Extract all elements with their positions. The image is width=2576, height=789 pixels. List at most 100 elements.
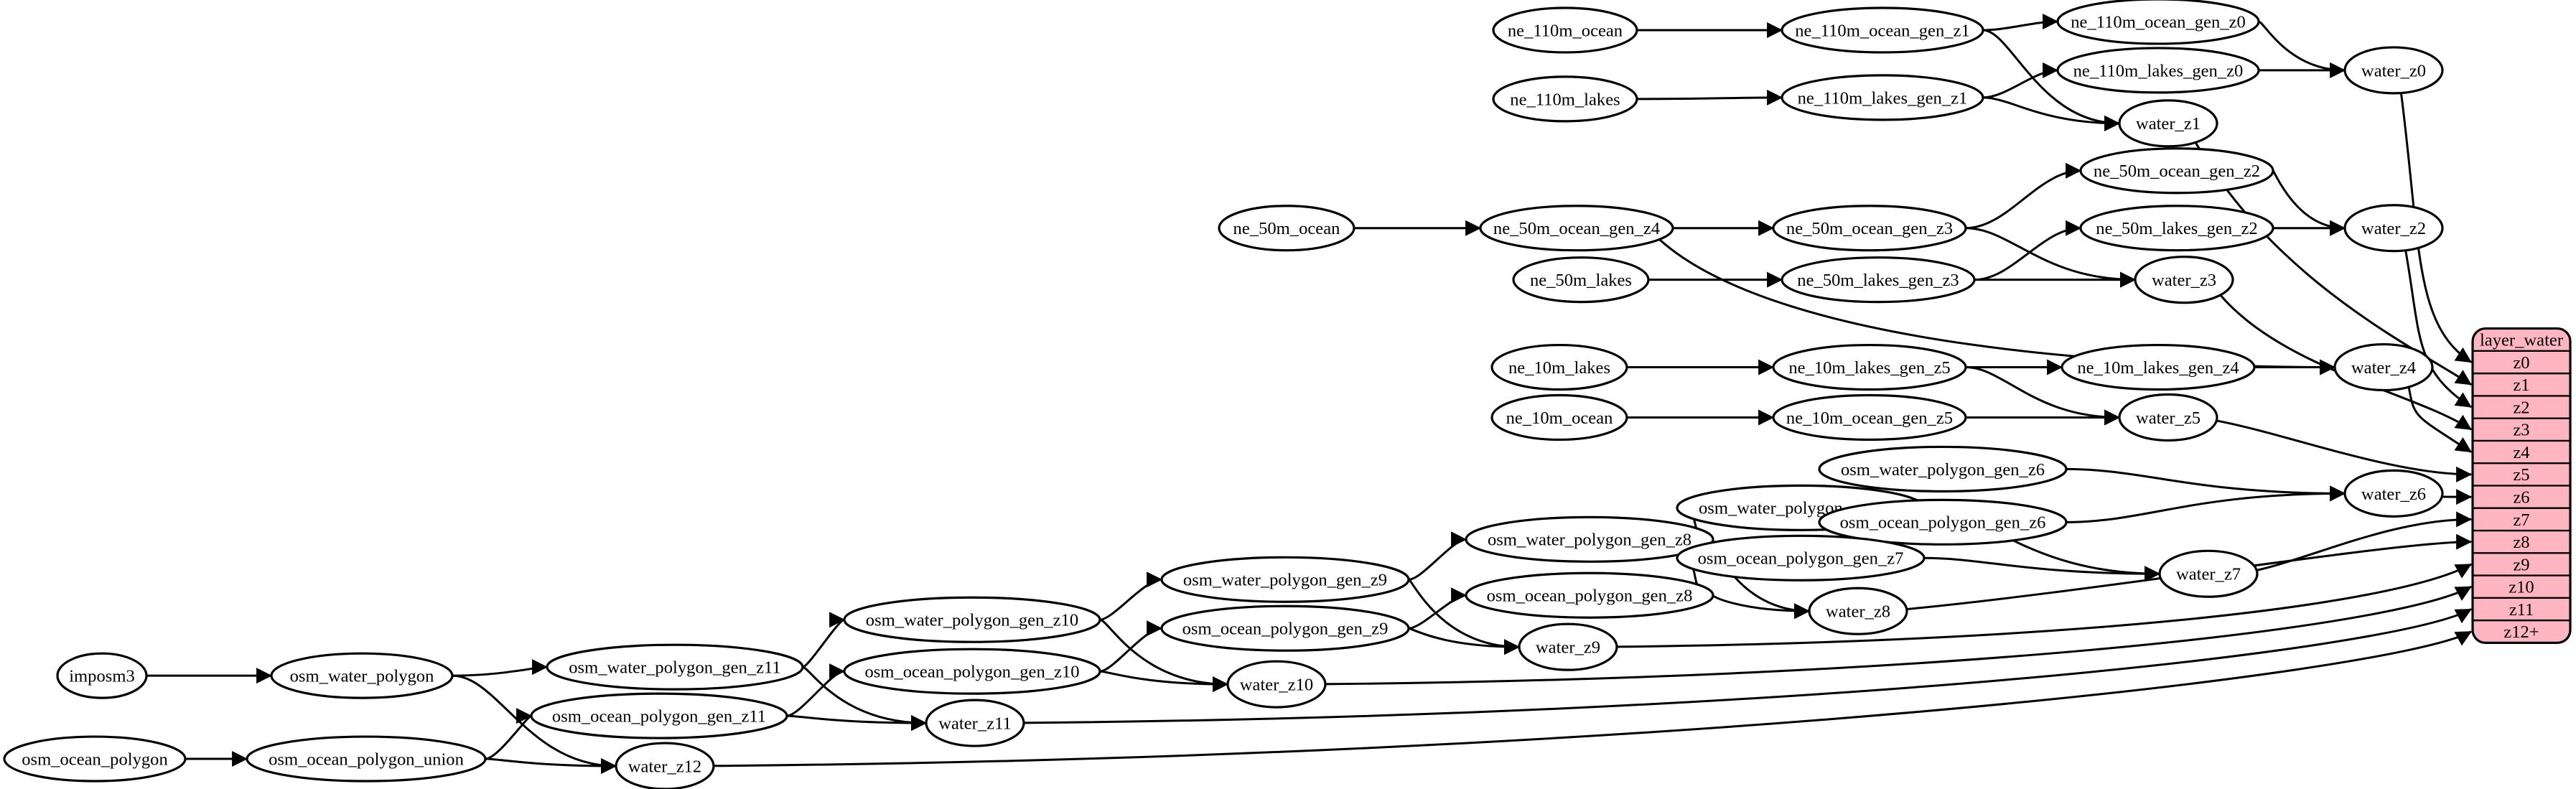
osm_water_polygon_gen_z9-label: osm_water_polygon_gen_z9 xyxy=(1183,571,1387,590)
osm_water_polygon_gen_z8-ellipse xyxy=(1465,515,1714,563)
water_z3-label: water_z3 xyxy=(2152,271,2216,290)
ne_10m_lakes_gen_z5-ellipse xyxy=(1772,343,1967,391)
table-title: layer_water xyxy=(2480,331,2563,350)
ne_50m_lakes_gen_z3-label: ne_50m_lakes_gen_z3 xyxy=(1797,271,1959,290)
ne_110m_lakes_gen_z1-label: ne_110m_lakes_gen_z1 xyxy=(1798,88,1968,108)
ne_50m_ocean_gen_z4-label: ne_50m_ocean_gen_z4 xyxy=(1493,219,1660,238)
ne_50m_ocean-ellipse xyxy=(1218,205,1355,252)
edge-ne_50m_ocean_gen_z3-to-water_z3 xyxy=(1965,227,2137,288)
ne_110m_lakes-label: ne_110m_lakes xyxy=(1510,90,1620,109)
edge-ne_110m_lakes_gen_z1-to-water_z1 xyxy=(1982,96,2121,131)
osm_ocean_polygon_gen_z8-ellipse xyxy=(1465,571,1714,619)
edge-osm_ocean_polygon_gen_z9-to-osm_ocean_polygon_gen_z8 xyxy=(1408,587,1467,630)
edge-ne_110m_lakes_gen_z1-to-ne_110m_lakes_gen_z0 xyxy=(1982,62,2059,99)
edge-osm_ocean_polygon_gen_z6-to-water_z6 xyxy=(2066,485,2346,523)
node-ne_10m_lakes: ne_10m_lakes xyxy=(1490,343,1628,391)
node-osm_water_polygon_gen_z10: osm_water_polygon_gen_z10 xyxy=(843,596,1101,643)
water_z8-ellipse xyxy=(1808,587,1908,635)
water_z5-label: water_z5 xyxy=(2136,408,2201,428)
ne_10m_ocean_gen_z5-label: ne_10m_ocean_gen_z5 xyxy=(1786,408,1953,428)
water_z4-label: water_z4 xyxy=(2351,358,2416,378)
water_z12-label: water_z12 xyxy=(628,757,701,776)
node-ne_10m_ocean: ne_10m_ocean xyxy=(1490,393,1628,442)
ne_50m_lakes-label: ne_50m_lakes xyxy=(1530,271,1632,290)
node-water_z8: water_z8 xyxy=(1808,587,1908,635)
node-osm_ocean_polygon_gen_z8: osm_ocean_polygon_gen_z8 xyxy=(1465,571,1714,619)
edge-osm_water_polygon_gen_z10-to-osm_water_polygon_gen_z9 xyxy=(1099,571,1163,621)
ne_110m_ocean-label: ne_110m_ocean xyxy=(1508,21,1623,40)
ne_50m_lakes_gen_z2-ellipse xyxy=(2079,205,2274,252)
table-row-z9: z9 xyxy=(2513,555,2529,574)
water_z1-ellipse xyxy=(2118,99,2218,148)
node-osm_water_polygon_gen_z9: osm_water_polygon_gen_z9 xyxy=(1160,556,1410,603)
node-water_z5: water_z5 xyxy=(2118,393,2218,442)
osm_water_polygon_gen_z10-label: osm_water_polygon_gen_z10 xyxy=(866,611,1078,630)
node-osm_ocean_polygon_union: osm_ocean_polygon_union xyxy=(246,735,487,783)
node-osm_ocean_polygon_gen_z10: osm_ocean_polygon_gen_z10 xyxy=(843,648,1101,695)
edge-osm_water_polygon-to-osm_water_polygon_gen_z11 xyxy=(452,659,549,677)
node-ne_110m_ocean: ne_110m_ocean xyxy=(1492,6,1638,54)
water_z0-ellipse xyxy=(2343,46,2444,95)
node-ne_50m_lakes: ne_50m_lakes xyxy=(1512,256,1650,304)
ne_110m_ocean-ellipse xyxy=(1492,6,1638,54)
node-osm_ocean_polygon_gen_z7: osm_ocean_polygon_gen_z7 xyxy=(1676,534,1926,582)
ne_110m_ocean_gen_z1-label: ne_110m_ocean_gen_z1 xyxy=(1795,21,1970,40)
water_z2-label: water_z2 xyxy=(2361,219,2426,238)
water_z6-ellipse xyxy=(2343,469,2444,518)
water_z9-label: water_z9 xyxy=(1536,638,1600,658)
osm_ocean_polygon_gen_z10-label: osm_ocean_polygon_gen_z10 xyxy=(864,663,1079,682)
water_z6-label: water_z6 xyxy=(2361,485,2426,504)
edge-ne_50m_ocean_gen_z2-to-water_z2 xyxy=(2272,169,2346,236)
node-ne_50m_ocean_gen_z2: ne_50m_ocean_gen_z2 xyxy=(2079,147,2274,195)
edge-osm_water_polygon_gen_z10-to-water_z10 xyxy=(1099,618,1229,693)
node-water_z4: water_z4 xyxy=(2333,342,2434,392)
edge-ne_110m_lakes-to-ne_110m_lakes_gen_z1 xyxy=(1636,89,1783,106)
node-osm_water_polygon: osm_water_polygon xyxy=(270,652,454,699)
water_z8-label: water_z8 xyxy=(1826,602,1890,622)
ne_50m_lakes_gen_z2-label: ne_50m_lakes_gen_z2 xyxy=(2096,219,2257,238)
water_z7-ellipse xyxy=(2158,549,2259,598)
node-ne_110m_ocean_gen_z0: ne_110m_ocean_gen_z0 xyxy=(2056,0,2260,45)
node-water_z1: water_z1 xyxy=(2118,99,2218,148)
water_z3-ellipse xyxy=(2134,256,2234,304)
edge-osm_ocean_polygon_gen_z11-to-water_z11 xyxy=(786,714,928,732)
edge-water_z1-to-layer_water-z1 xyxy=(2194,141,2472,386)
water_z1-label: water_z1 xyxy=(2136,114,2201,134)
edge-water_z5-to-layer_water-z5 xyxy=(2216,419,2473,482)
node-ne_10m_lakes_gen_z5: ne_10m_lakes_gen_z5 xyxy=(1772,343,1967,391)
osm_ocean_polygon_gen_z11-label: osm_ocean_polygon_gen_z11 xyxy=(552,706,766,726)
ne_10m_ocean-label: ne_10m_ocean xyxy=(1506,408,1613,428)
ne_50m_ocean_gen_z2-label: ne_50m_ocean_gen_z2 xyxy=(2094,162,2260,181)
ne_110m_ocean_gen_z0-ellipse xyxy=(2056,0,2260,45)
ne_50m_ocean-label: ne_50m_ocean xyxy=(1233,219,1340,238)
node-water_z0: water_z0 xyxy=(2343,46,2444,95)
ne_110m_lakes_gen_z0-label: ne_110m_lakes_gen_z0 xyxy=(2073,61,2244,80)
edge-osm_ocean_polygon_gen_z7-to-water_z7 xyxy=(1923,556,2161,582)
node-osm_water_polygon_gen_z8: osm_water_polygon_gen_z8 xyxy=(1465,515,1714,563)
ne_50m_ocean_gen_z2-ellipse xyxy=(2079,147,2274,195)
node-water_z12: water_z12 xyxy=(615,742,715,789)
edge-water_z2-to-layer_water-z2 xyxy=(2404,250,2472,408)
ne_10m_lakes_gen_z4-ellipse xyxy=(2061,343,2256,391)
node-osm_water_polygon_gen_z6: osm_water_polygon_gen_z6 xyxy=(1818,445,2068,492)
ne_110m_lakes_gen_z0-ellipse xyxy=(2056,47,2260,94)
osm_water_polygon-ellipse xyxy=(270,652,454,699)
node-osm_ocean_polygon_gen_z11: osm_ocean_polygon_gen_z11 xyxy=(530,692,788,739)
osm_ocean_polygon_gen_z9-ellipse xyxy=(1160,604,1410,652)
ne_10m_lakes_gen_z4-label: ne_10m_lakes_gen_z4 xyxy=(2077,358,2239,378)
osm_ocean_polygon-label: osm_ocean_polygon xyxy=(22,750,168,769)
node-ne_50m_ocean: ne_50m_ocean xyxy=(1218,205,1355,252)
ne_10m_lakes-ellipse xyxy=(1490,343,1628,391)
edge-ne_50m_lakes_gen_z3-to-ne_50m_lakes_gen_z2 xyxy=(1974,220,2082,281)
node-ne_10m_ocean_gen_z5: ne_10m_ocean_gen_z5 xyxy=(1772,393,1967,442)
ne_50m_ocean_gen_z4-ellipse xyxy=(1479,205,1674,252)
ne_50m_ocean_gen_z3-ellipse xyxy=(1772,205,1967,252)
node-water_z2: water_z2 xyxy=(2343,204,2444,253)
edge-osm_ocean_polygon_gen_z11-to-osm_ocean_polygon_gen_z10 xyxy=(786,663,846,717)
water_z11-label: water_z11 xyxy=(938,714,1011,733)
ne_110m_lakes-ellipse xyxy=(1492,75,1638,123)
water_z10-ellipse xyxy=(1226,660,1327,709)
node-osm_ocean_polygon_gen_z6: osm_ocean_polygon_gen_z6 xyxy=(1818,498,2068,546)
